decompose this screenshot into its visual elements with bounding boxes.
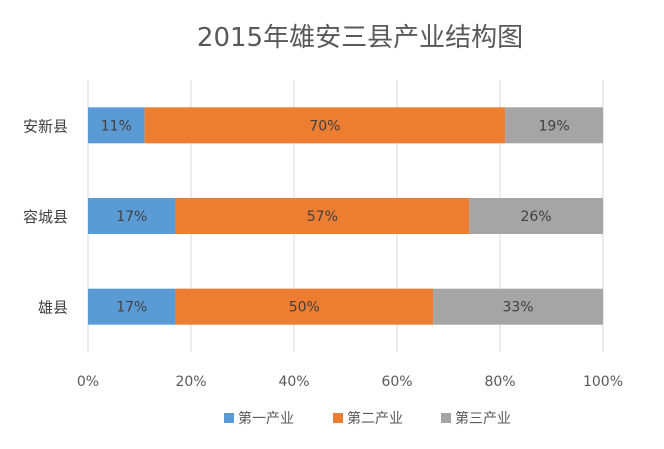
bar-segment — [505, 107, 603, 144]
data-label: 17% — [116, 209, 147, 225]
legend: 第一产业 第二产业 第三产业 — [224, 410, 511, 427]
x-tick-label: 40% — [278, 374, 309, 390]
data-label: 70% — [309, 118, 340, 134]
x-tick-label: 100% — [583, 374, 623, 390]
category-label: 容城县 — [23, 208, 68, 226]
bars: 11% 70% 19% 17% 57% 26% 17% 50% 33% — [88, 107, 603, 325]
x-tick-label: 0% — [77, 374, 99, 390]
x-axis-ticks: 0% 20% 40% 60% 80% 100% — [77, 374, 623, 390]
bar-segment — [88, 107, 145, 144]
data-label: 19% — [539, 118, 570, 134]
bar-segment — [88, 198, 176, 234]
data-label: 26% — [520, 209, 551, 225]
legend-label: 第三产业 — [455, 410, 511, 427]
data-label: 11% — [101, 118, 132, 134]
bar-segment — [88, 288, 176, 325]
category-label: 安新县 — [23, 117, 68, 135]
x-tick-label: 80% — [484, 374, 515, 390]
category-label: 雄县 — [38, 299, 68, 317]
data-label: 17% — [116, 300, 147, 316]
bar-segment — [175, 288, 434, 325]
data-label: 33% — [502, 300, 533, 316]
data-label: 57% — [307, 209, 338, 225]
bar-segment — [175, 198, 470, 234]
legend-label: 第二产业 — [347, 410, 403, 427]
legend-swatch — [441, 413, 451, 423]
x-tick-label: 20% — [175, 374, 206, 390]
data-label: 50% — [289, 300, 320, 316]
legend-swatch — [224, 413, 234, 423]
x-tick-label: 60% — [381, 374, 412, 390]
legend-label: 第一产业 — [238, 410, 294, 427]
legend-swatch — [333, 413, 343, 423]
bar-segment — [144, 107, 506, 144]
bar-segment — [469, 198, 603, 234]
bar-segment — [433, 288, 603, 325]
chart-title: 2015年雄安三县产业结构图 — [197, 23, 523, 53]
